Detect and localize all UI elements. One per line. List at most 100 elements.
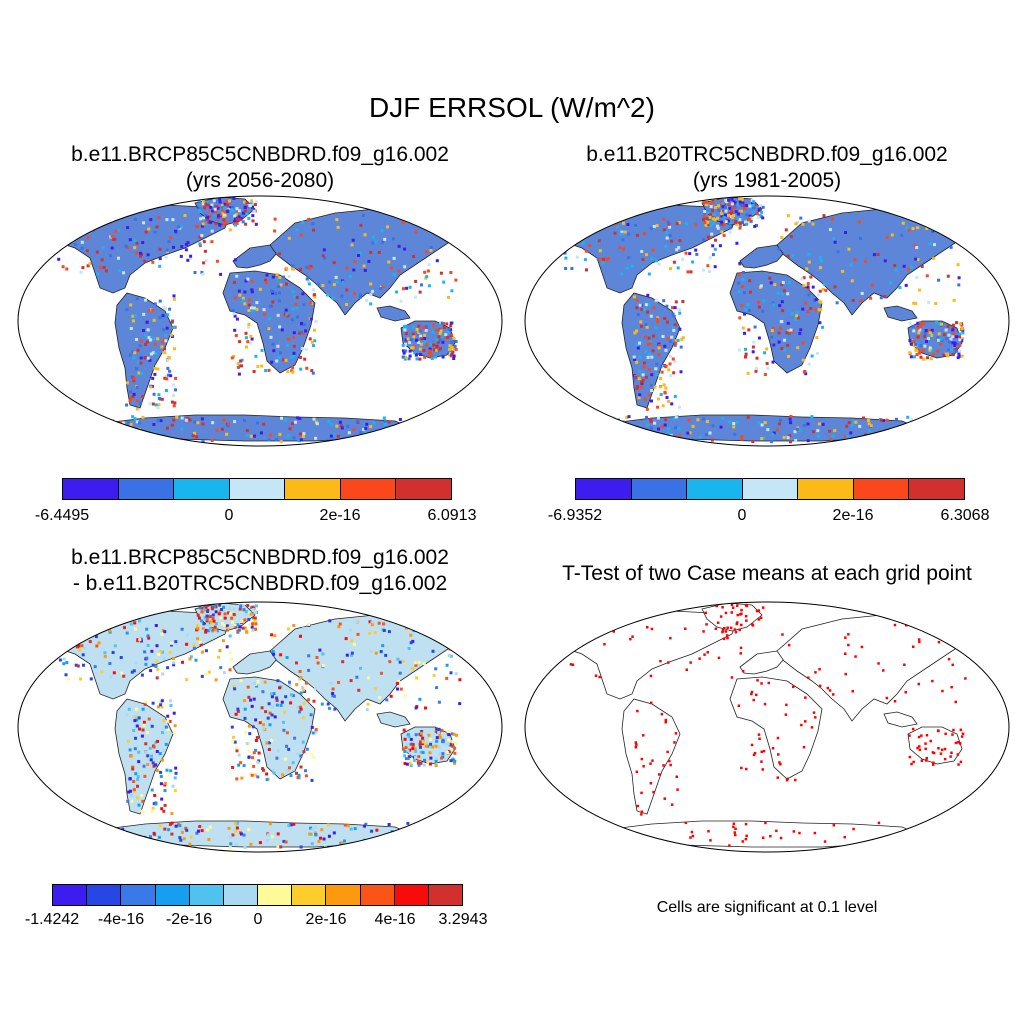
grid-cell [280,328,284,332]
grid-cell [671,325,675,329]
grid-cell [407,357,411,361]
grid-cell [422,348,426,352]
grid-cell [793,430,797,434]
grid-cell [917,735,921,739]
grid-cell [264,710,268,714]
grid-cell [788,417,792,421]
grid-cell [662,217,666,221]
grid-cell [702,268,705,272]
grid-cell [731,202,734,206]
grid-cell [446,742,450,746]
grid-cell [705,420,709,423]
grid-cell [305,747,309,751]
grid-cell [416,759,420,763]
grid-cell [211,613,215,617]
grid-cell [286,370,290,374]
colorbar-swatch [118,479,175,499]
grid-cell [321,652,325,656]
grid-cell [668,234,672,238]
grid-cell [734,827,737,830]
grid-cell [762,436,766,440]
grid-cell [780,300,784,304]
grid-cell [140,372,143,376]
grid-cell [141,810,145,814]
grid-cell [308,301,312,305]
grid-cell [267,702,271,706]
grid-cell [446,335,450,339]
grid-cell [204,628,208,632]
grid-cell [243,290,247,294]
grid-cell [310,752,313,756]
grid-cell [689,270,693,274]
grid-cell [146,754,150,758]
grid-cell [251,608,255,611]
grid-cell [912,329,916,333]
grid-cell [414,295,417,299]
grid-cell [381,438,385,442]
grid-cell [916,321,920,325]
grid-cell [419,337,423,341]
grid-cell [752,206,756,209]
grid-cell [673,395,677,398]
grid-cell [288,427,292,431]
grid-cell [180,245,184,249]
grid-cell [748,290,752,294]
grid-cell [814,298,818,302]
grid-cell [132,788,136,792]
grid-cell [170,812,174,815]
grid-cell [911,324,915,328]
grid-cell [649,782,653,785]
grid-cell [149,218,153,222]
grid-cell [923,334,927,338]
grid-cell [156,668,160,671]
grid-cell [107,439,111,443]
grid-cell [244,336,248,340]
grid-cell [454,340,458,343]
grid-cell [214,678,218,682]
grid-cell [864,259,868,263]
grid-cell [732,425,736,429]
grid-cell [738,221,742,225]
grid-cell [589,637,592,640]
grid-cell [388,660,392,664]
tick-label: 2e-16 [319,507,361,524]
grid-cell [250,625,254,629]
grid-cell [369,293,373,297]
grid-cell [720,230,724,234]
grid-cell [233,314,237,318]
grid-cell [378,696,382,700]
grid-cell [160,797,164,801]
grid-cell [220,608,223,611]
grid-cell [157,393,161,397]
grid-cell [681,300,685,303]
tick-label: 2e-16 [305,911,347,928]
grid-cell [121,827,125,831]
grid-cell [79,677,82,681]
grid-cell [228,835,232,839]
grid-cell [796,316,800,320]
grid-cell [221,211,225,215]
grid-cell [946,274,950,278]
grid-cell [328,619,332,623]
grid-cell [417,331,421,335]
grid-cell [601,261,605,265]
grid-cell [233,687,237,691]
grid-cell [248,298,251,302]
grid-cell [422,662,426,666]
grid-cell [449,271,453,274]
grid-cell [933,243,936,247]
grid-cell [721,416,725,420]
grid-cell [788,434,792,438]
grid-cell [381,240,384,244]
grid-cell [778,761,781,764]
grid-cell [214,622,218,625]
grid-cell [86,236,90,240]
grid-cell [957,283,961,287]
grid-cell [939,337,943,341]
grid-cell [925,759,928,762]
grid-cell [139,356,143,360]
grid-cell [745,222,749,226]
grid-cell [673,741,676,744]
grid-cell [647,336,651,340]
grid-cell [446,751,449,755]
